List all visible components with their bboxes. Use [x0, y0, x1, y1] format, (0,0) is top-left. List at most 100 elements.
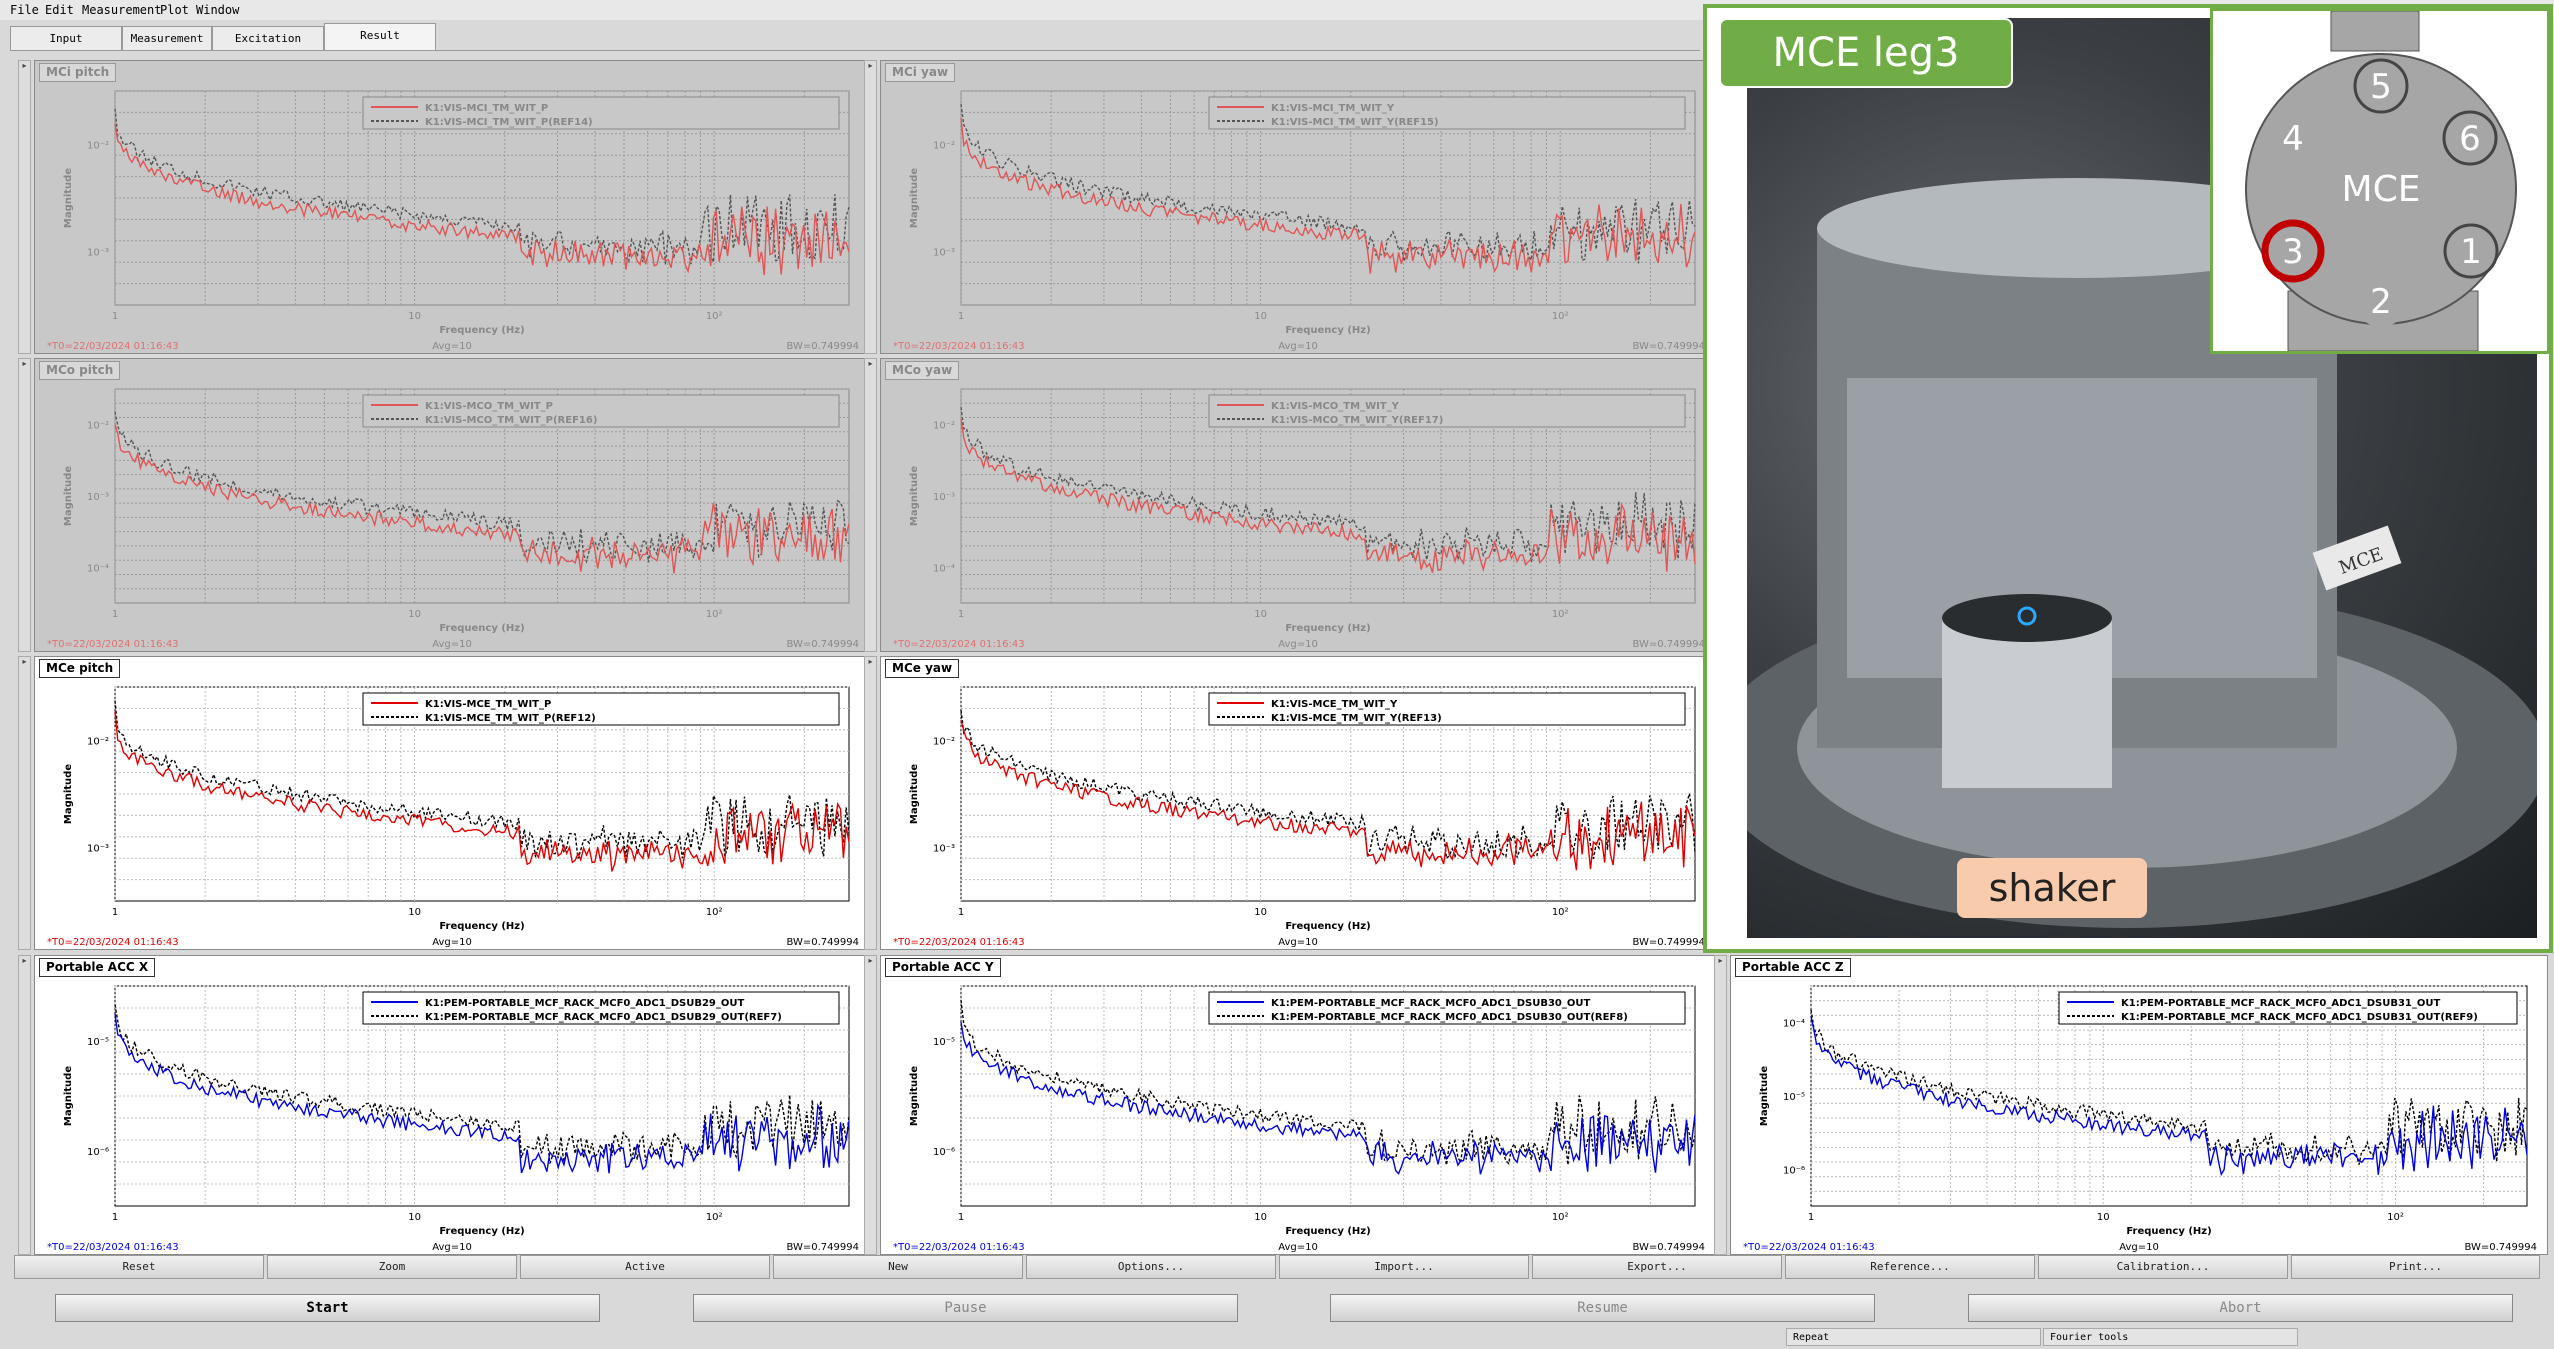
y-tick-label: 10⁻³	[87, 844, 109, 855]
tab-bar: Input Measurement Excitation Result	[10, 23, 1700, 52]
x-axis-label: Frequency (Hz)	[2126, 1226, 2211, 1237]
x-axis-label: Frequency (Hz)	[439, 921, 524, 932]
plot-pane-arrows[interactable]: ▸	[18, 60, 31, 354]
legend-box	[2058, 991, 2518, 1025]
tab-excitation[interactable]: Excitation	[212, 26, 324, 51]
plot-pane[interactable]: MCo pitch 10⁻² 10⁻³ 10⁻⁴ 1 10 10² Frequency (Hz…	[34, 358, 870, 652]
spectrum-trace	[960, 1000, 1696, 1166]
y-tick-label: 10⁻⁴	[87, 563, 109, 574]
photo-illustration: MCE	[1707, 178, 2547, 928]
legend-box	[362, 692, 840, 726]
plot-pane[interactable]: Portable ACC X 10⁻⁵ 10⁻⁶ 1 10 10² Frequency (H…	[34, 955, 870, 1255]
y-axis-label: Magnitude	[63, 1066, 74, 1126]
plot-canvas: 10⁻⁵ 10⁻⁶ 1 10 10² Frequency (Hz) Magnitude *T0…	[893, 985, 1706, 1253]
reset-button[interactable]: Reset	[14, 1255, 264, 1279]
options-button[interactable]: Options...	[1026, 1255, 1276, 1279]
reference-button[interactable]: Reference...	[1785, 1255, 2035, 1279]
plot-pane[interactable]: MCe yaw 10⁻² 10⁻³ 1 10 10² Frequency (Hz) Magni…	[880, 656, 1716, 950]
y-tick-label: 10⁻³	[87, 248, 109, 259]
bw-label: BW=0.749994	[1633, 639, 1706, 650]
tab-result[interactable]: Result	[324, 23, 436, 51]
x-tick-label: 10²	[1552, 311, 1569, 322]
active-button[interactable]: Active	[520, 1255, 770, 1279]
x-tick-label: 10	[1254, 609, 1267, 620]
plot-pane[interactable]: MCo yaw 10⁻² 10⁻³ 10⁻⁴ 1 10 10² Frequency (Hz) M…	[880, 358, 1716, 652]
leg-4: 4	[2282, 119, 2304, 159]
menu-file[interactable]: File	[10, 3, 39, 17]
avg-label: Avg=10	[2119, 1242, 2159, 1253]
start-button[interactable]: Start	[55, 1294, 600, 1322]
legend-entry: K1:VIS-MCO_TM_WIT_Y(REF17)	[1271, 415, 1443, 426]
y-tick-label: 10⁻⁶	[1783, 1165, 1805, 1176]
status-fourier-tools: Fourier tools	[2043, 1328, 2298, 1346]
legend-box	[362, 96, 840, 130]
plot-pane[interactable]: MCe pitch 10⁻² 10⁻³ 1 10 10² Frequency (Hz) Mag…	[34, 656, 870, 950]
legend-entry: K1:VIS-MCE_TM_WIT_P(REF12)	[425, 713, 596, 724]
y-tick-label: 10⁻³	[933, 492, 955, 503]
tab-measurement[interactable]: Measurement	[122, 26, 212, 51]
leg-2: 2	[2370, 282, 2392, 322]
legend-box	[362, 394, 840, 428]
plot-pane-arrows[interactable]: ▸	[864, 656, 877, 950]
abort-button[interactable]: Abort	[1968, 1294, 2513, 1322]
t0-label: *T0=22/03/2024 01:16:43	[47, 341, 179, 352]
plot-pane-arrows[interactable]: ▸	[864, 955, 877, 1255]
pause-button[interactable]: Pause	[693, 1294, 1238, 1322]
plot-pane[interactable]: Portable ACC Z 10⁻⁴ 10⁻⁵ 10⁻⁶ 1 10 10² Frequenc…	[1730, 955, 2548, 1255]
menu-window[interactable]: Window	[196, 3, 240, 17]
bw-label: BW=0.749994	[1633, 1242, 1706, 1253]
plot-control-buttons: Reset Zoom Active New Options... Import.…	[14, 1255, 2540, 1281]
export-button[interactable]: Export...	[1532, 1255, 1782, 1279]
y-axis-label: Magnitude	[63, 764, 74, 824]
y-tick-label: 10⁻³	[933, 248, 955, 259]
plot-pane-arrows[interactable]: ▸	[1714, 955, 1727, 1255]
plot-pane-arrows[interactable]: ▸	[18, 358, 31, 652]
import-button[interactable]: Import...	[1279, 1255, 1529, 1279]
plot-pane[interactable]: MCi yaw 10⁻² 10⁻³ 1 10 10² Frequency (Hz) Magni…	[880, 60, 1716, 354]
y-axis-label: Magnitude	[909, 168, 920, 228]
print-button[interactable]: Print...	[2291, 1255, 2540, 1279]
spectrum-trace	[114, 700, 850, 859]
new-button[interactable]: New	[773, 1255, 1023, 1279]
plot-pane[interactable]: MCi pitch 10⁻² 10⁻³ 1 10 10² Frequency (Hz) Mag…	[34, 60, 870, 354]
x-tick-label: 10	[1254, 907, 1267, 918]
plot-pane[interactable]: Portable ACC Y 10⁻⁵ 10⁻⁶ 1 10 10² Frequency (H…	[880, 955, 1716, 1255]
x-tick-label: 10	[408, 311, 421, 322]
x-axis-label: Frequency (Hz)	[1285, 623, 1370, 634]
x-axis-label: Frequency (Hz)	[439, 325, 524, 336]
zoom-button[interactable]: Zoom	[267, 1255, 517, 1279]
plot-pane-arrows[interactable]: ▸	[864, 60, 877, 354]
avg-label: Avg=10	[1278, 639, 1318, 650]
calibration-button[interactable]: Calibration...	[2038, 1255, 2288, 1279]
x-tick-label: 1	[112, 1212, 118, 1223]
y-tick-label: 10⁻²	[87, 737, 109, 748]
plot-title: MCe pitch	[39, 659, 121, 678]
menu-edit[interactable]: Edit	[45, 3, 74, 17]
tab-input[interactable]: Input	[10, 26, 122, 51]
bw-label: BW=0.749994	[787, 937, 860, 948]
spectrum-trace	[114, 1004, 850, 1165]
y-tick-label: 10⁻⁴	[1783, 1019, 1805, 1030]
menu-measurement[interactable]: Measurement	[82, 3, 162, 17]
bw-label: BW=0.749994	[787, 639, 860, 650]
plot-title: MCe yaw	[885, 659, 960, 678]
resume-button[interactable]: Resume	[1330, 1294, 1875, 1322]
t0-label: *T0=22/03/2024 01:16:43	[893, 639, 1025, 650]
plot-canvas: 10⁻⁴ 10⁻⁵ 10⁻⁶ 1 10 10² Frequency (Hz) Magnitud…	[1743, 985, 2537, 1253]
avg-label: Avg=10	[1278, 1242, 1318, 1253]
x-tick-label: 10	[408, 609, 421, 620]
spectrum-trace	[960, 710, 1696, 860]
x-tick-label: 1	[1808, 1212, 1814, 1223]
leg-3: 3	[2282, 232, 2304, 272]
leg-5: 5	[2370, 67, 2392, 107]
bw-label: BW=0.749994	[1633, 937, 1706, 948]
plot-pane-arrows[interactable]: ▸	[864, 358, 877, 652]
avg-label: Avg=10	[432, 937, 472, 948]
avg-label: Avg=10	[432, 1242, 472, 1253]
status-repeat: Repeat	[1786, 1328, 2041, 1346]
plot-pane-arrows[interactable]: ▸	[18, 656, 31, 950]
menu-plot[interactable]: Plot	[160, 3, 189, 17]
spectrum-trace	[114, 108, 850, 265]
plot-pane-arrows[interactable]: ▸	[18, 955, 31, 1255]
plot-title: MCo yaw	[885, 361, 960, 380]
